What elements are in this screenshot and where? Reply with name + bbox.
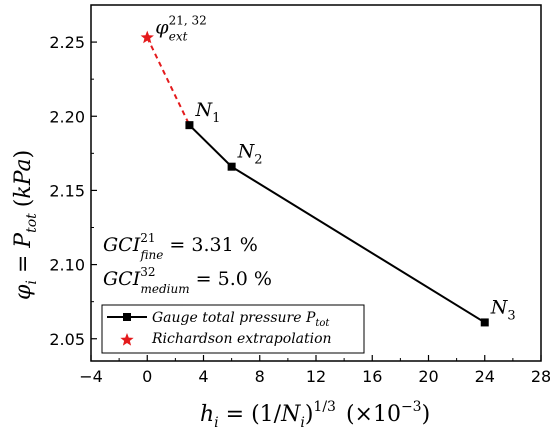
series-line-gauge bbox=[188, 124, 486, 324]
y-axis-label: φi = Ptot(kPa) bbox=[11, 150, 40, 300]
legend-label-richardson: Richardson extrapolation bbox=[151, 331, 332, 347]
x-tick-label-5: 16 bbox=[362, 367, 382, 386]
marker-richardson bbox=[140, 30, 154, 44]
point-label-n3: N3 bbox=[490, 296, 516, 323]
point-label-n2: N2 bbox=[237, 141, 263, 168]
extrapolation-line bbox=[146, 37, 191, 126]
point-label-phi-ext: φ21, 32 ext bbox=[155, 14, 206, 44]
y-tick-label-0: 2.05 bbox=[49, 330, 85, 349]
marker-n3 bbox=[480, 318, 489, 327]
annotation-gci-fine: GCI21 fine = 3.31 % bbox=[103, 231, 258, 262]
y-tick-label-2: 2.15 bbox=[49, 181, 85, 200]
point-labels: N1 N2 N3 φ21, 32 ext bbox=[155, 14, 515, 324]
series-markers bbox=[140, 30, 489, 327]
y-tick-label-3: 2.20 bbox=[49, 107, 85, 126]
x-tick-label-6: 20 bbox=[418, 367, 438, 386]
legend-marker-richardson bbox=[120, 333, 134, 346]
x-tick-label-3: 8 bbox=[255, 367, 265, 386]
x-tick-label-4: 12 bbox=[306, 367, 326, 386]
axis-ticks: −4 0 4 8 12 16 20 24 28 2.05 2.10 2.15 2.20 2.25 bbox=[49, 33, 550, 386]
annotation-gci-medium: GCI32 medium = 5.0 % bbox=[103, 265, 272, 296]
legend-marker-gauge bbox=[123, 313, 131, 321]
x-tick-label-8: 28 bbox=[531, 367, 550, 386]
y-tick-label-4: 2.25 bbox=[49, 33, 85, 52]
x-tick-label-0: −4 bbox=[79, 367, 103, 386]
x-tick-label-7: 24 bbox=[475, 367, 495, 386]
marker-n1 bbox=[185, 121, 194, 130]
x-tick-label-1: 0 bbox=[142, 367, 152, 386]
legend: Gauge total pressure Ptot Richardson ext… bbox=[101, 304, 365, 354]
y-tick-label-1: 2.10 bbox=[49, 256, 85, 275]
point-label-n1: N1 bbox=[194, 99, 220, 126]
x-axis-label: hi = (1/Ni)1/3 (×10−3) bbox=[200, 399, 430, 431]
legend-box bbox=[101, 304, 365, 354]
marker-n2 bbox=[227, 162, 236, 171]
x-tick-label-2: 4 bbox=[198, 367, 208, 386]
legend-label-gauge: Gauge total pressure Ptot bbox=[152, 310, 330, 329]
